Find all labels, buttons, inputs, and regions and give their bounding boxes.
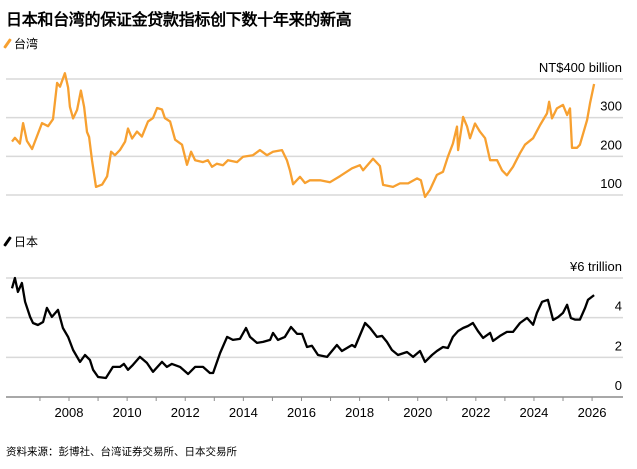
series-line-taiwan	[11, 72, 596, 199]
x-tick-label: 2016	[287, 405, 316, 420]
series-line-japan	[10, 276, 595, 380]
x-tick-label: 2022	[461, 405, 490, 420]
x-tick-label: 2018	[345, 405, 374, 420]
legend-label: 台湾	[14, 37, 39, 51]
y-tick-label: NT$400 billion	[539, 60, 622, 75]
x-tick-label: 2020	[403, 405, 432, 420]
x-tick-label: 2012	[171, 405, 200, 420]
legend-label: 日本	[14, 235, 39, 249]
legend-taiwan: 台湾	[3, 35, 39, 52]
x-tick-label: 2026	[578, 405, 607, 420]
source-note: 资料来源：彭博社、台湾证券交易所、日本交易所	[6, 446, 237, 458]
chart-title: 日本和台湾的保证金贷款指标创下数十年来的新高	[6, 10, 352, 29]
y-tick-label: 0	[615, 378, 622, 393]
y-tick-label: ¥6 trillion	[569, 259, 622, 274]
x-tick-label: 2014	[229, 405, 258, 420]
x-tick-label: 2010	[113, 405, 142, 420]
y-tick-label: 2	[615, 338, 622, 353]
x-tick-label: 2024	[519, 405, 548, 420]
y-tick-label: 200	[600, 137, 622, 152]
x-tick-label: 2008	[55, 405, 84, 420]
y-tick-label: 300	[600, 99, 622, 114]
legend-japan: 日本	[3, 233, 39, 250]
y-tick-label: 4	[615, 299, 622, 314]
y-tick-label: 100	[600, 176, 622, 191]
